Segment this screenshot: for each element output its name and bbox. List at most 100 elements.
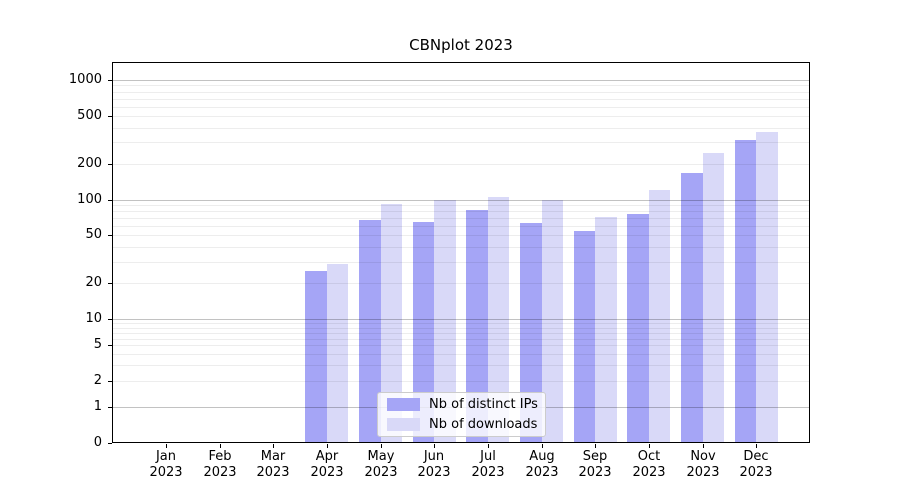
y-axis-tick-label: 200 [77, 156, 102, 171]
year-label: 2023 [149, 465, 183, 480]
month-label: Sep [582, 449, 608, 464]
x-axis-tick-label: Apr 2023 [292, 449, 362, 481]
x-axis-tick [327, 444, 328, 448]
plot-area [112, 62, 810, 443]
year-label: 2023 [471, 465, 505, 480]
bar-oct-downloads [648, 190, 671, 443]
x-axis-tick-label: Jul 2023 [453, 449, 523, 481]
grid-line [112, 99, 810, 100]
bar-nov-ips [681, 172, 703, 443]
grid-line [112, 365, 810, 366]
y-axis-tick [108, 235, 112, 236]
grid-line [112, 142, 810, 143]
y-axis-tick-label: 0 [93, 435, 102, 450]
grid-line [112, 283, 810, 284]
y-axis-tick [108, 164, 112, 165]
x-axis-tick-label: Oct 2023 [614, 449, 684, 481]
y-axis-tick-label: 20 [85, 275, 102, 290]
legend-item: Nb of distinct IPs [378, 397, 545, 412]
legend-swatch [387, 398, 420, 411]
bar-dec-ips [734, 139, 757, 443]
legend-item: Nb of downloads [378, 417, 545, 432]
grid-line [112, 205, 810, 206]
grid-line [112, 80, 810, 81]
y-axis-tick [108, 319, 112, 320]
month-label: May [367, 449, 395, 464]
month-label: Mar [260, 449, 286, 464]
x-axis-tick [220, 444, 221, 448]
bar-jul-ips [466, 210, 488, 443]
y-axis-tick [108, 407, 112, 408]
chart-title: CBNplot 2023 [409, 36, 513, 54]
x-axis-tick [649, 444, 650, 448]
bar-may-downloads [380, 204, 402, 443]
year-label: 2023 [203, 465, 237, 480]
year-label: 2023 [739, 465, 773, 480]
bar-apr-downloads [326, 263, 349, 443]
y-axis-tick-label: 5 [93, 337, 102, 352]
grid-line [112, 226, 810, 227]
x-axis-tick-label: Nov 2023 [668, 449, 738, 481]
month-label: Jul [480, 449, 496, 464]
y-axis-tick [108, 443, 112, 444]
y-axis-tick [108, 80, 112, 81]
grid-line [112, 164, 810, 165]
y-axis-tick-label: 50 [85, 227, 102, 242]
x-axis-tick-label: Aug 2023 [507, 449, 577, 481]
legend-label: Nb of downloads [429, 417, 538, 432]
grid-line [112, 116, 810, 117]
y-axis-tick-label: 2 [93, 373, 102, 388]
grid-line [112, 323, 810, 324]
y-axis-tick [108, 345, 112, 346]
x-axis-tick [703, 444, 704, 448]
x-axis-tick-label: Jun 2023 [399, 449, 469, 481]
bar-apr-ips [305, 271, 327, 443]
legend: Nb of distinct IPs Nb of downloads [377, 392, 546, 437]
x-axis-tick [542, 444, 543, 448]
x-axis-tick-label: Feb 2023 [185, 449, 255, 481]
year-label: 2023 [310, 465, 344, 480]
grid-line [112, 235, 810, 236]
grid-line [112, 354, 810, 355]
grid-line [112, 247, 810, 248]
x-axis-tick [488, 444, 489, 448]
bar-sep-downloads [595, 216, 617, 443]
bar-aug-ips [520, 223, 542, 443]
month-label: Feb [208, 449, 232, 464]
bar-dec-downloads [756, 131, 778, 443]
year-label: 2023 [417, 465, 451, 480]
year-label: 2023 [578, 465, 612, 480]
bar-may-ips [359, 219, 381, 443]
grid-line [112, 200, 810, 201]
bar-aug-downloads [541, 199, 563, 443]
x-axis-tick [273, 444, 274, 448]
legend-label: Nb of distinct IPs [429, 397, 538, 412]
y-axis-tick-label: 1 [93, 399, 102, 414]
bar-jun-ips [412, 221, 435, 443]
y-axis-tick-label: 1000 [68, 72, 102, 87]
y-axis-tick [108, 283, 112, 284]
bar-oct-ips [627, 213, 649, 443]
grid-line [112, 345, 810, 346]
x-axis-tick [381, 444, 382, 448]
grid-line [112, 128, 810, 129]
y-axis-tick-label: 500 [77, 108, 102, 123]
x-axis-tick [756, 444, 757, 448]
grid-line [112, 381, 810, 382]
grid-line [112, 319, 810, 320]
month-label: Jan [155, 449, 177, 464]
month-label: Dec [743, 449, 769, 464]
grid-line [112, 262, 810, 263]
month-label: Apr [315, 449, 339, 464]
y-axis-tick [108, 381, 112, 382]
bar-sep-ips [573, 231, 596, 443]
grid-line [112, 328, 810, 329]
grid-line [112, 92, 810, 93]
bar-nov-downloads [702, 153, 724, 443]
grid-line [112, 333, 810, 334]
y-axis-tick [108, 200, 112, 201]
x-axis-tick [166, 444, 167, 448]
grid-line [112, 218, 810, 219]
x-axis-tick-label: Dec 2023 [721, 449, 791, 481]
